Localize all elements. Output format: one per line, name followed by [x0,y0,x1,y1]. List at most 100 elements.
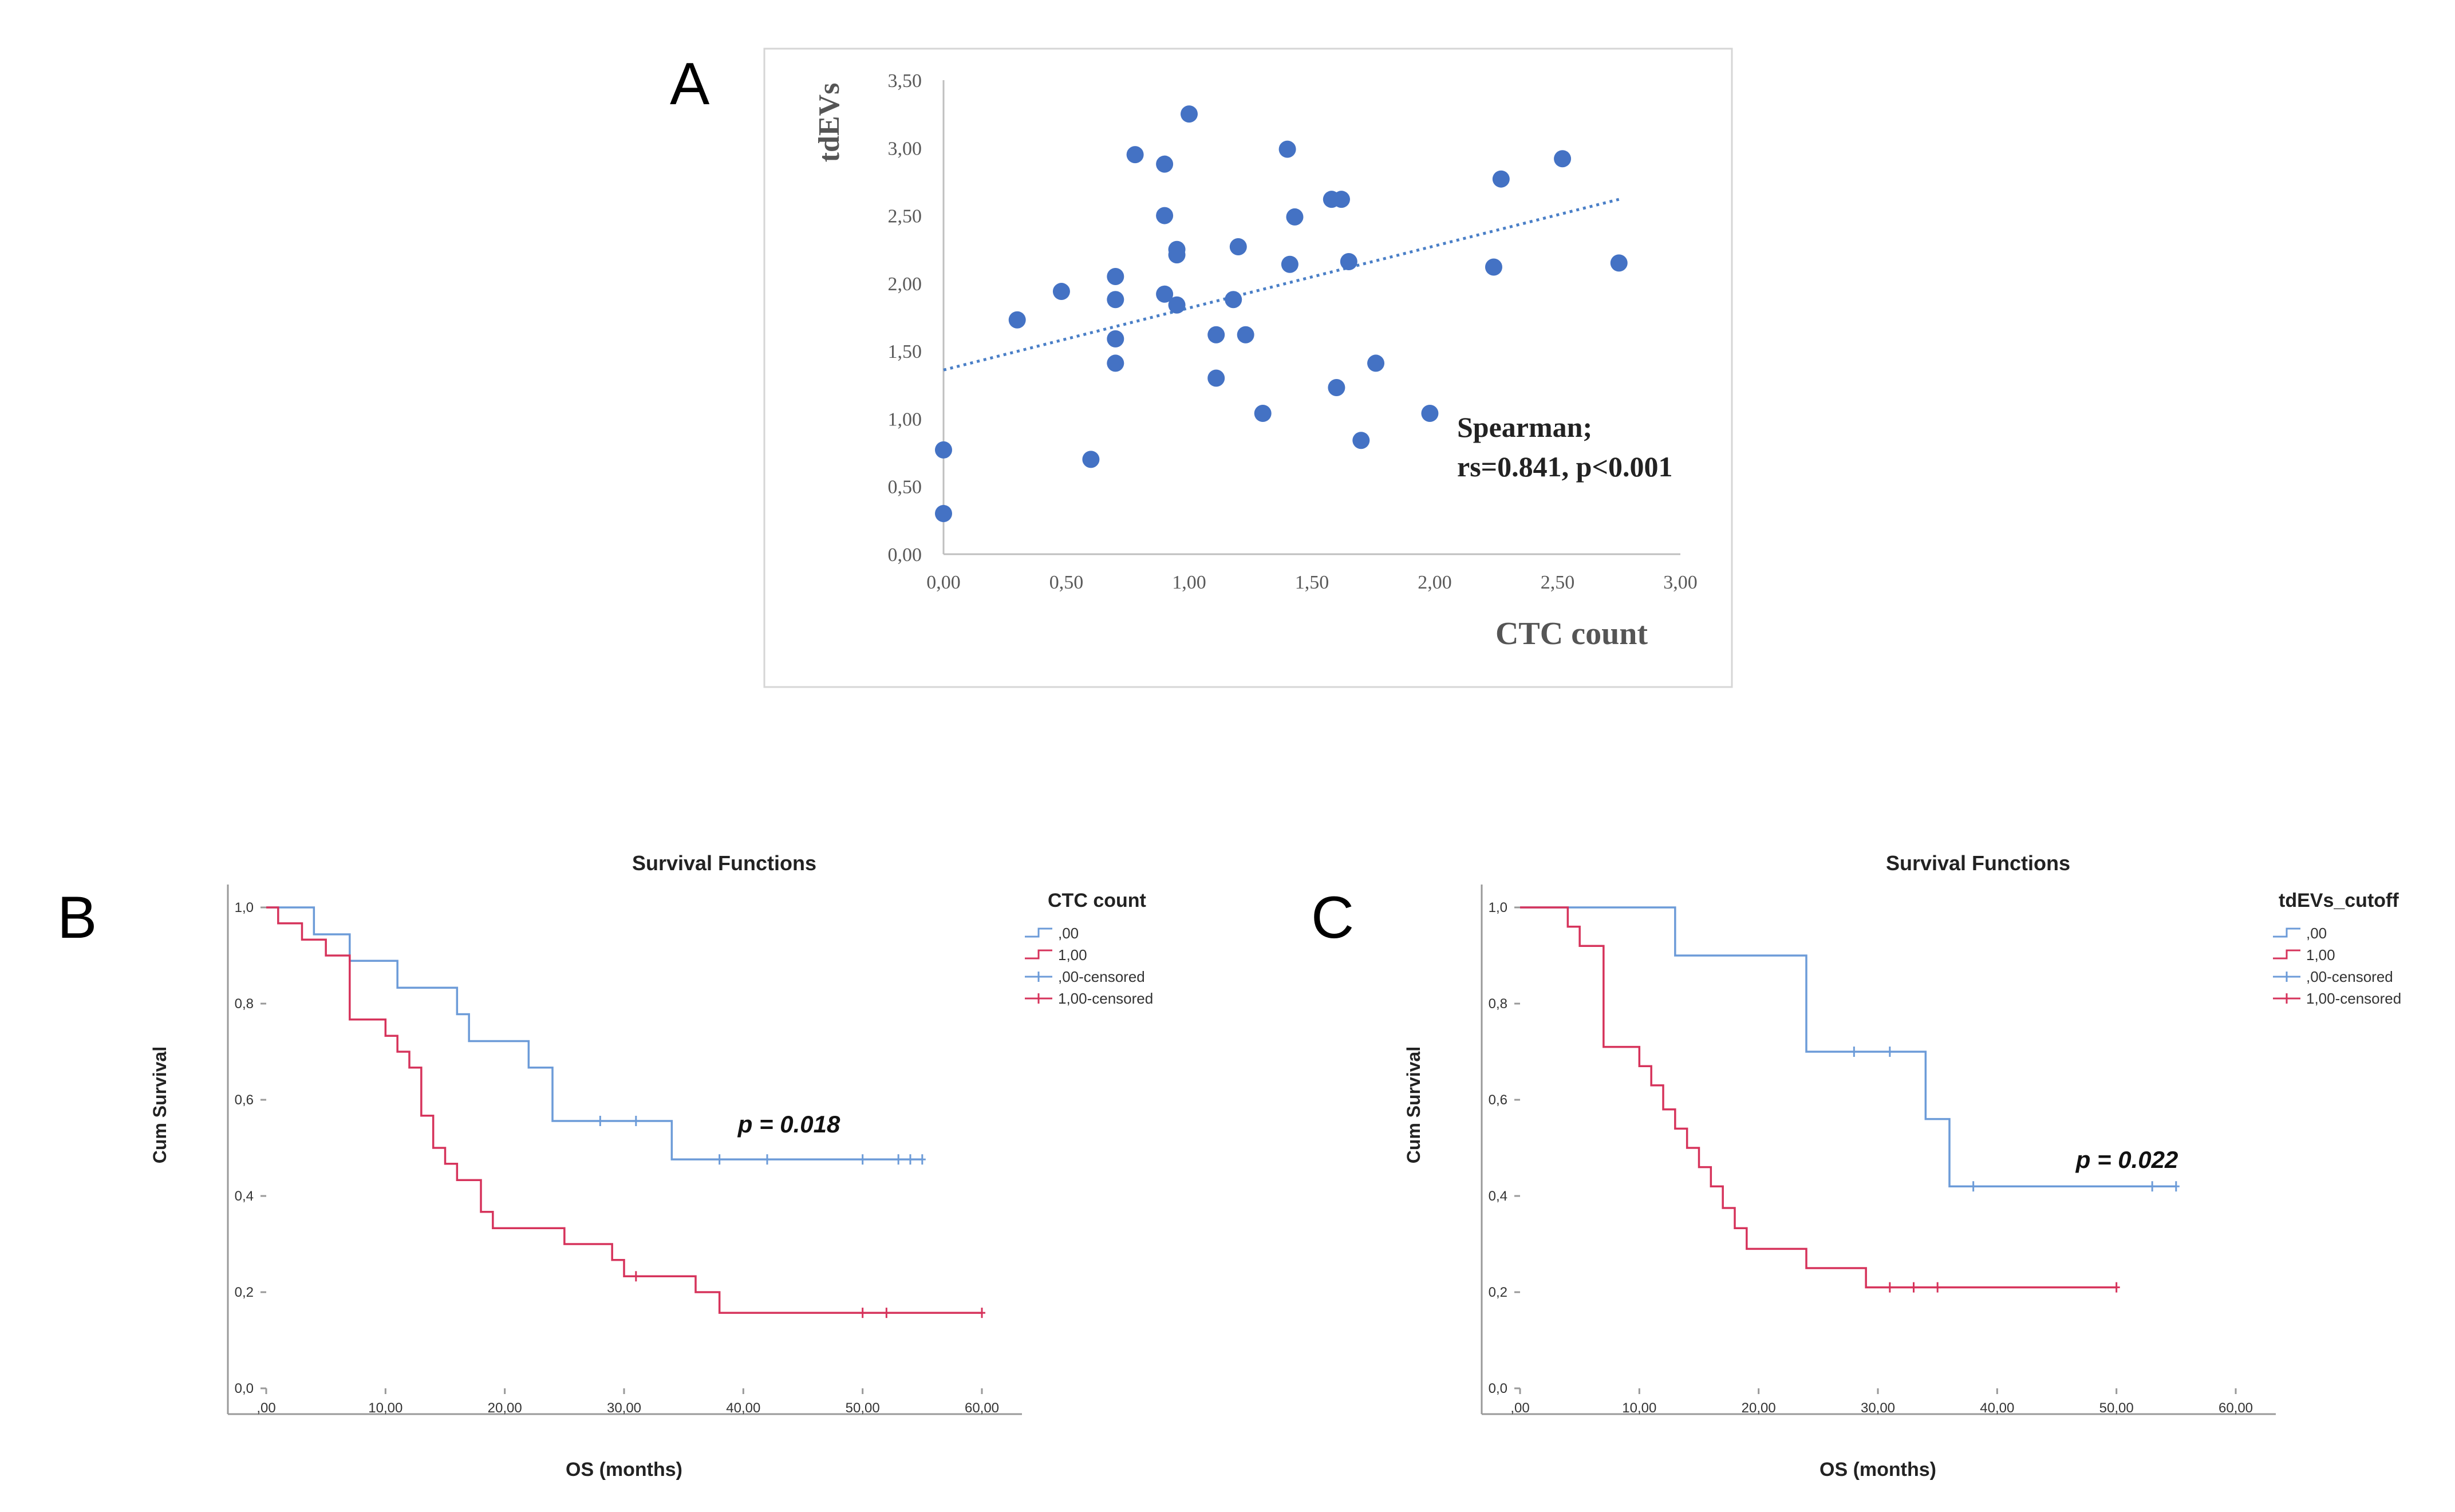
panel-b-title: Survival Functions [632,851,816,875]
panel-a-point [1156,155,1174,173]
panel-c-y-tick-label: 0,2 [1489,1285,1507,1300]
panel-c-y-ticks: 0,0 0,2 0,4 0,6 0,8 1,0 [1489,900,1520,1396]
panel-b-curve-group-0 [266,906,922,1160]
panel-a-point [1421,404,1439,422]
panel-c-legend-label: 1,00-censored [2306,990,2401,1007]
panel-b-x-tick-label: 20,00 [488,1400,522,1416]
panel-b-x-tick-label: 60,00 [965,1400,999,1416]
panel-a-x-tick-label: 2,50 [1541,572,1575,593]
panel-c-x-tick-label: 20,00 [1742,1400,1776,1416]
panel-a-point [1254,404,1272,422]
panel-b-curves [266,906,985,1318]
panel-a-point [1126,146,1144,164]
panel-c-x-tick-label: 60,00 [2219,1400,2253,1416]
panel-c-x-tick-label: 10,00 [1622,1400,1656,1416]
panel-a-point [1008,311,1026,329]
panel-a-frame [763,48,1733,688]
panel-a-annotation-2: rs=0.841, p<0.001 [1457,451,1672,483]
panel-a-y-tick-label: 0,50 [888,477,922,498]
panel-a-y-tick-label: 2,00 [888,274,922,295]
panel-a-point [1332,191,1350,208]
panel-b-legend: CTC count ,00 1,00 ,00-censored 1,00-censor… [1025,890,1153,1007]
panel-a-point [1485,258,1502,276]
panel-c-y-label: Cum Survival [1403,1047,1424,1164]
panel-c-x-tick-label: 40,00 [1980,1400,2014,1416]
panel-b-y-tick-label: 0,8 [235,996,254,1012]
panel-b-legend-label: ,00-censored [1058,968,1145,985]
panel-b: B Survival Functions 0,00,20,40,60,81,0 … [57,851,1153,1481]
panel-c-legend-label: ,00 [2306,925,2327,942]
panel-a-x-tick-label: 0,50 [1049,572,1084,593]
panel-a-point [1281,255,1298,273]
panel-c-y-tick-label: 0,0 [1489,1381,1507,1396]
panel-c-x-label: OS (months) [1819,1459,1936,1481]
panel-c-legend-entries: ,00 1,00 ,00-censored 1,00-censored [2273,925,2401,1007]
panel-b-curve-group-1 [266,906,982,1314]
panel-c-x-tick-label: 30,00 [1861,1400,1895,1416]
panel-a-y-tick-label: 1,50 [888,341,922,362]
panel-a-x-tick-label: 3,00 [1663,572,1698,593]
panel-c-legend: tdEVs_cutoff ,00 1,00 ,00-censored 1,00-cen… [2273,890,2401,1007]
panel-c-y-tick-label: 0,8 [1489,996,1507,1012]
panel-a-y-tick-label: 3,00 [888,138,922,159]
panel-a-point [935,505,952,523]
panel-a-point [1107,354,1124,372]
panel-a-point [1168,246,1186,264]
panel-a-point [1207,369,1225,387]
panel-b-legend-label: ,00 [1058,925,1079,942]
panel-b-x-label: OS (months) [566,1459,682,1481]
panel-b-legend-swatch [1025,949,1052,960]
panel-a-y-tick-label: 0,00 [888,544,922,566]
panel-a-x-ticks: 0,00 0,50 1,00 1,50 2,00 2,50 3,00 [926,572,1698,593]
panel-a-point [1107,291,1124,309]
panel-a-point [1278,140,1296,158]
panel-a-point [1107,268,1124,286]
panel-a-y-tick-label: 2,50 [888,206,922,227]
panel-b-legend-title: CTC count [1048,890,1146,911]
panel-c-x-tick-label: 50,00 [2099,1400,2134,1416]
panel-c-legend-label: 1,00 [2306,946,2335,964]
panel-a-point [1168,296,1186,314]
panel-c-legend-label: ,00-censored [2306,968,2393,985]
panel-c-curves [1520,906,2180,1293]
panel-b-y-tick-label: 0,6 [235,1092,254,1108]
panel-a-x-tick-label: 0,00 [926,572,961,593]
panel-b-x-tick-label: 50,00 [846,1400,880,1416]
panel-a-point [1082,451,1100,468]
panel-a-point [1052,283,1070,301]
panel-a-point [1610,254,1628,272]
panel-a: A 0,000,501,001,502,002,503,003,50 0,00 0… [670,48,1733,688]
panel-b-x-tick-label: 40,00 [726,1400,760,1416]
panel-c-y-tick-label: 0,4 [1489,1189,1507,1204]
panel-a-point [1207,326,1225,344]
panel-a-point [1492,170,1510,188]
panel-c-curve-group-0 [1520,906,2176,1187]
panel-c-legend-title: tdEVs_cutoff [2279,890,2399,911]
panel-c-legend-swatch [2273,949,2300,960]
panel-a-point [1225,291,1242,309]
panel-a-point [1156,285,1174,303]
panel-a-x-tick-label: 1,50 [1295,572,1329,593]
panel-b-y-ticks: 0,0 0,2 0,4 0,6 0,8 1,0 [235,900,266,1396]
panel-b-y-tick-label: 1,0 [235,900,254,915]
panel-b-y-tick-label: 0,2 [235,1285,254,1300]
panel-a-point [1181,105,1198,123]
panel-a-annotation-1: Spearman; [1457,411,1592,443]
panel-c-x-ticks: ,00 10,00 20,00 30,00 40,00 50,00 60,00 [1510,1388,2253,1416]
panel-c-x-tick-label: ,00 [1510,1400,1529,1416]
panel-c: C Survival Functions 0,00,20,40,60,81,0 … [1311,851,2401,1481]
panel-b-y-tick-label: 0,0 [235,1381,254,1396]
panel-c-letter: C [1311,885,1354,951]
panel-b-p-value: p = 0.018 [737,1111,840,1138]
panel-a-point [1352,432,1370,449]
panel-a-point [1286,208,1304,226]
panel-b-letter: B [57,885,97,951]
panel-b-y-label: Cum Survival [149,1047,170,1164]
panel-c-legend-swatch [2273,927,2300,938]
panel-a-point [1367,354,1385,372]
panel-b-x-tick-label: 30,00 [607,1400,641,1416]
panel-b-x-tick-label: ,00 [256,1400,275,1416]
panel-a-point [1237,326,1254,344]
panel-c-p-value: p = 0.022 [2075,1146,2178,1173]
